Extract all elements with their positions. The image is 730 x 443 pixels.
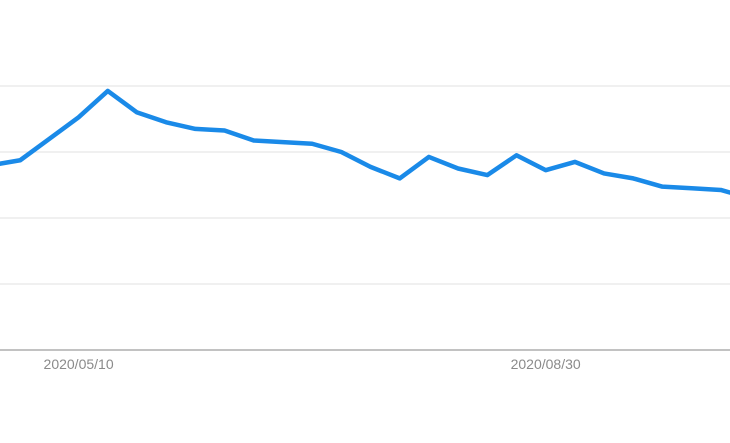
series-line: [0, 88, 730, 195]
x-tick-label: 2020/05/10: [44, 356, 114, 372]
series-layer: [0, 88, 730, 195]
x-tick-label: 2020/08/30: [511, 356, 581, 372]
grid-layer: [0, 85, 730, 285]
x-tick-layer: 2020/05/10 2020/08/30: [44, 356, 581, 372]
